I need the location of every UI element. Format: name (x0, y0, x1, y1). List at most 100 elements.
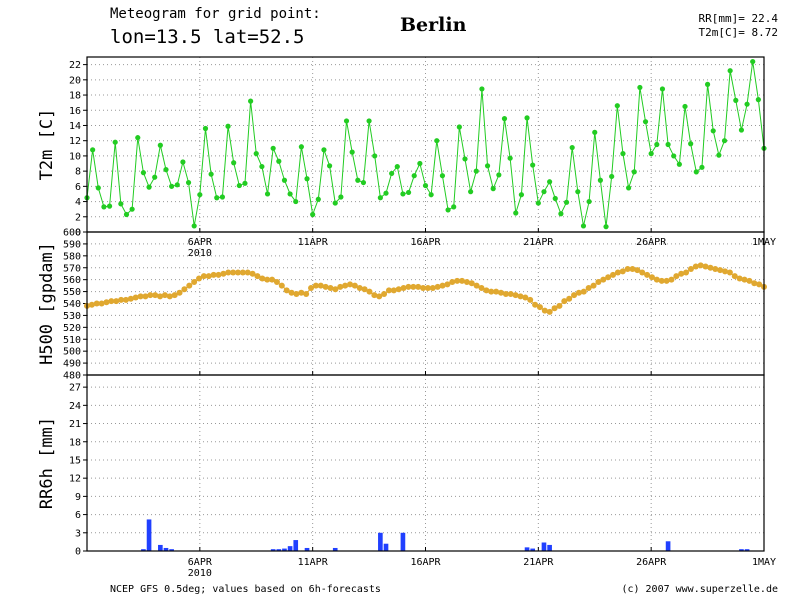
data-point (422, 182, 429, 189)
data-point (308, 285, 315, 292)
data-point (400, 285, 407, 292)
data-point (383, 190, 389, 196)
data-point (699, 164, 705, 170)
data-point (551, 305, 558, 312)
data-point (756, 281, 763, 288)
precip-bar (541, 542, 547, 551)
data-point (580, 223, 587, 229)
data-point (463, 279, 470, 286)
data-point (225, 123, 231, 129)
data-point (394, 163, 400, 170)
data-point (624, 265, 631, 272)
data-point (180, 159, 186, 165)
grid-point-coordinates: lon=13.5 lat=52.5 (110, 26, 305, 48)
data-point (381, 290, 388, 297)
x-tick-label: 1MAY (752, 557, 776, 568)
data-point (202, 125, 209, 132)
data-point (259, 163, 265, 170)
precip-bar (304, 547, 310, 551)
data-point (118, 296, 125, 303)
y-tick-label: 10 (69, 151, 81, 162)
x-tick-label: 11APR (298, 237, 329, 248)
data-point (137, 293, 144, 300)
data-point (497, 289, 504, 296)
data-point (590, 282, 597, 289)
data-point (298, 144, 304, 150)
x-tick-label: 6APR (188, 237, 213, 248)
data-point (395, 286, 402, 293)
data-point (197, 192, 203, 198)
data-point (88, 301, 95, 308)
data-point (654, 141, 660, 148)
data-point (161, 292, 168, 299)
data-point (338, 194, 344, 200)
data-point (287, 191, 293, 197)
data-point (653, 276, 660, 283)
data-point (614, 269, 621, 276)
y-tick-label: 20 (69, 75, 81, 86)
series-h500 (84, 262, 767, 315)
data-point (269, 276, 276, 283)
data-point (210, 271, 217, 278)
data-point (270, 145, 276, 151)
data-point (439, 173, 446, 179)
precip-bar (163, 547, 169, 551)
data-point (171, 292, 178, 299)
data-source-note: NCEP GFS 0.5deg; values based on 6h-fore… (110, 584, 381, 595)
data-point (507, 155, 513, 161)
y-tick-label: 12 (69, 136, 81, 147)
data-point (744, 101, 750, 107)
y-tick-label: 590 (63, 239, 81, 250)
data-point (530, 162, 536, 168)
data-point (377, 195, 383, 201)
data-point (518, 192, 525, 198)
data-point (439, 282, 446, 289)
data-point (513, 210, 519, 216)
precip-bar (739, 549, 744, 551)
data-point (366, 118, 372, 124)
data-point (405, 283, 412, 290)
data-point (317, 282, 324, 289)
data-point (462, 156, 468, 162)
data-point (429, 285, 436, 292)
data-point (376, 293, 383, 300)
data-point (355, 177, 361, 183)
y-tick-label: 560 (63, 275, 81, 286)
data-point (129, 206, 135, 212)
y-tick-label: 580 (63, 251, 81, 262)
data-point (276, 158, 282, 164)
data-point (580, 288, 587, 295)
data-point (372, 153, 378, 159)
data-point (214, 195, 220, 201)
data-point (693, 169, 699, 175)
data-point (273, 279, 280, 286)
data-point (682, 103, 688, 110)
data-point (253, 151, 259, 157)
data-point (536, 304, 543, 311)
data-point (644, 271, 651, 278)
precip-bar (383, 543, 389, 551)
data-point (692, 263, 699, 270)
data-point (610, 271, 617, 278)
data-point (609, 173, 615, 180)
data-point (585, 285, 592, 292)
data-point (147, 292, 154, 299)
data-point (456, 124, 462, 130)
precip-bar (146, 519, 152, 551)
x-tick-label: 26APR (636, 237, 667, 248)
data-point (731, 273, 738, 280)
data-point (239, 269, 246, 276)
y-tick-label: 14 (69, 121, 81, 132)
data-point (558, 211, 564, 217)
data-point (637, 84, 643, 91)
data-point (444, 281, 451, 288)
data-point (181, 286, 188, 293)
data-point (205, 273, 212, 280)
precip-bar (282, 548, 287, 551)
meteogram-title: Meteogram for grid point: (110, 6, 321, 22)
y-tick-label: 22 (69, 60, 81, 71)
data-point (103, 299, 110, 306)
data-point (592, 129, 598, 135)
x-tick-year-label: 2010 (188, 248, 212, 259)
y-tick-label: 510 (63, 335, 81, 346)
